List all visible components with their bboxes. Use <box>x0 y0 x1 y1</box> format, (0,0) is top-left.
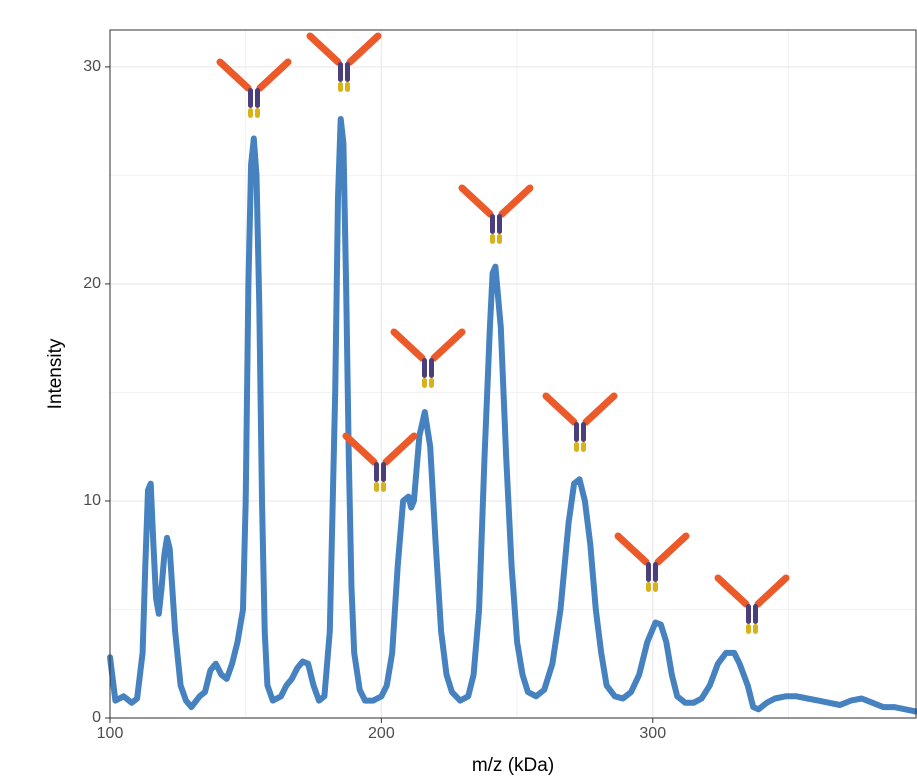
antibody-icon <box>618 536 686 592</box>
plot <box>107 116 917 715</box>
panel-border <box>109 29 917 719</box>
antibody-icon <box>718 578 786 634</box>
y-tick-label: 20 <box>83 275 101 292</box>
antibody-icon <box>394 332 462 388</box>
antibody-icon <box>310 36 378 92</box>
x-tick-label: 300 <box>639 725 666 742</box>
y-tick-label: 30 <box>83 58 101 75</box>
antibody-icon <box>546 396 614 452</box>
antibody-icon <box>462 188 530 244</box>
spectrum-line <box>107 116 917 715</box>
y-tick-label: 0 <box>92 709 101 726</box>
y-tick-label: 10 <box>83 492 101 509</box>
antibody-icon <box>346 436 414 492</box>
x-axis-label: m/z (kDa) <box>472 755 554 776</box>
x-tick-label: 200 <box>368 725 395 742</box>
y-axis-label: Intensity <box>45 338 66 409</box>
x-tick-label: 100 <box>97 725 124 742</box>
antibody-icon <box>220 62 288 118</box>
